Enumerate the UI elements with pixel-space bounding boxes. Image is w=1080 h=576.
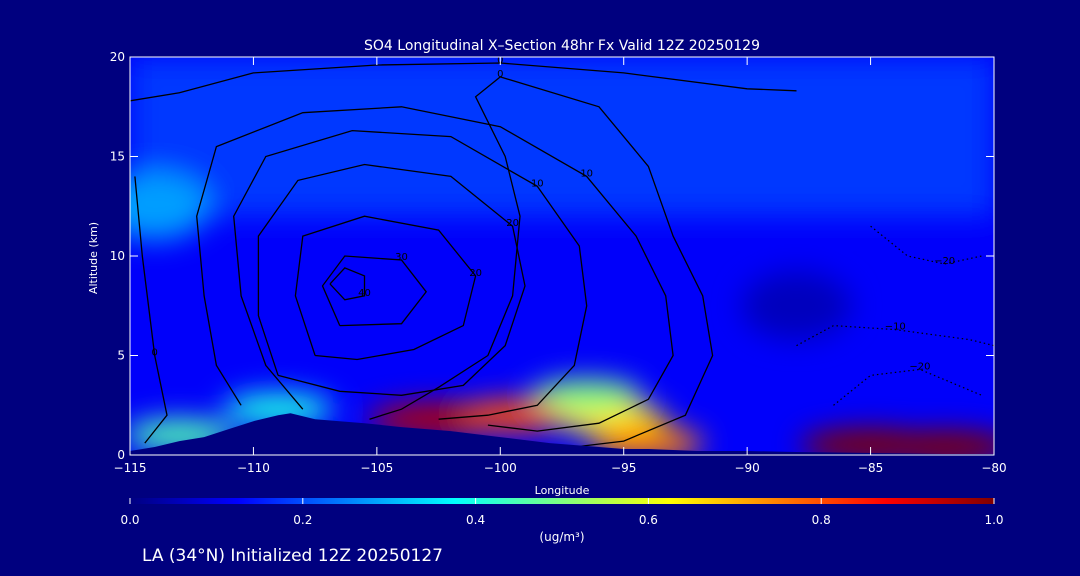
y-tick-label: 20 xyxy=(110,50,125,64)
contour-line xyxy=(369,76,714,448)
contour-label: −20 xyxy=(934,256,955,267)
colorbar-tick-label: 0.4 xyxy=(466,513,485,527)
field-upper-layer xyxy=(130,57,994,217)
x-axis-title: Longitude xyxy=(535,484,590,497)
field-blob xyxy=(741,271,852,340)
contour-line xyxy=(833,368,982,406)
contour-line xyxy=(233,129,588,420)
colorbar-ticks: 0.0 0.2 0.4 0.6 0.8 1.0 xyxy=(120,498,1004,527)
contour-label: −10 xyxy=(885,322,906,333)
terrain xyxy=(130,413,994,455)
x-tick-label: −115 xyxy=(114,461,147,475)
x-tick-label: −105 xyxy=(360,461,393,475)
contour-label: 0 xyxy=(497,69,503,80)
contour-lines: 000101020203040−10−20−20 xyxy=(130,57,994,448)
x-tick-label: −100 xyxy=(484,461,517,475)
contour-line xyxy=(329,267,366,301)
y-axis: 0 5 10 15 20 xyxy=(110,50,994,462)
colorbar-tick-label: 1.0 xyxy=(984,513,1003,527)
colorbar-tick-label: 0.8 xyxy=(812,513,831,527)
colorbar-tick-label: 0.6 xyxy=(639,513,658,527)
contour-label: 20 xyxy=(469,268,482,279)
footer-location-text: LA (34°N) Initialized 12Z 20250127 xyxy=(142,546,443,566)
x-tick-label: −80 xyxy=(981,461,1006,475)
contour-line xyxy=(196,106,674,432)
contour-line xyxy=(294,215,477,361)
contour-line xyxy=(130,62,797,102)
colorbar-tick-label: 0.2 xyxy=(293,513,312,527)
x-tick-label: −90 xyxy=(734,461,759,475)
colorbar-units: (ug/m³) xyxy=(539,530,584,544)
x-tick-label: −85 xyxy=(858,461,883,475)
colorbar xyxy=(130,498,994,504)
contour-line xyxy=(870,225,982,265)
colorbar-tick-label: 0.0 xyxy=(120,513,139,527)
field-blob xyxy=(130,172,210,241)
y-tick-label: 10 xyxy=(110,249,125,263)
contour-line xyxy=(321,255,428,327)
field-blob xyxy=(531,379,642,412)
contour-label: 10 xyxy=(580,168,593,179)
contour-line xyxy=(257,163,526,396)
contour-label: 30 xyxy=(395,252,408,263)
contour-label: 40 xyxy=(358,288,371,299)
field-blob xyxy=(593,427,704,455)
contour-label: −20 xyxy=(909,361,930,372)
y-tick-label: 0 xyxy=(117,448,125,462)
contour-label: 20 xyxy=(506,218,519,229)
x-tick-label: −110 xyxy=(237,461,270,475)
y-axis-title: Altitude (km) xyxy=(87,222,100,294)
chart-title: SO4 Longitudinal X–Section 48hr Fx Valid… xyxy=(364,38,760,54)
x-axis: −115 −110 −105 −100 −95 −90 −85 −80 xyxy=(114,57,1007,475)
y-tick-label: 15 xyxy=(110,150,125,164)
field-blob xyxy=(874,431,994,455)
x-tick-label: −95 xyxy=(611,461,636,475)
concentration-field xyxy=(130,57,994,455)
contour-label: 10 xyxy=(531,178,544,189)
contour-label: 0 xyxy=(151,348,157,359)
contour-line xyxy=(796,324,994,347)
plot-area: 000101020203040−10−20−20 xyxy=(130,57,994,455)
field-blob xyxy=(457,399,568,432)
y-tick-label: 5 xyxy=(117,349,125,363)
contour-line xyxy=(134,176,168,444)
